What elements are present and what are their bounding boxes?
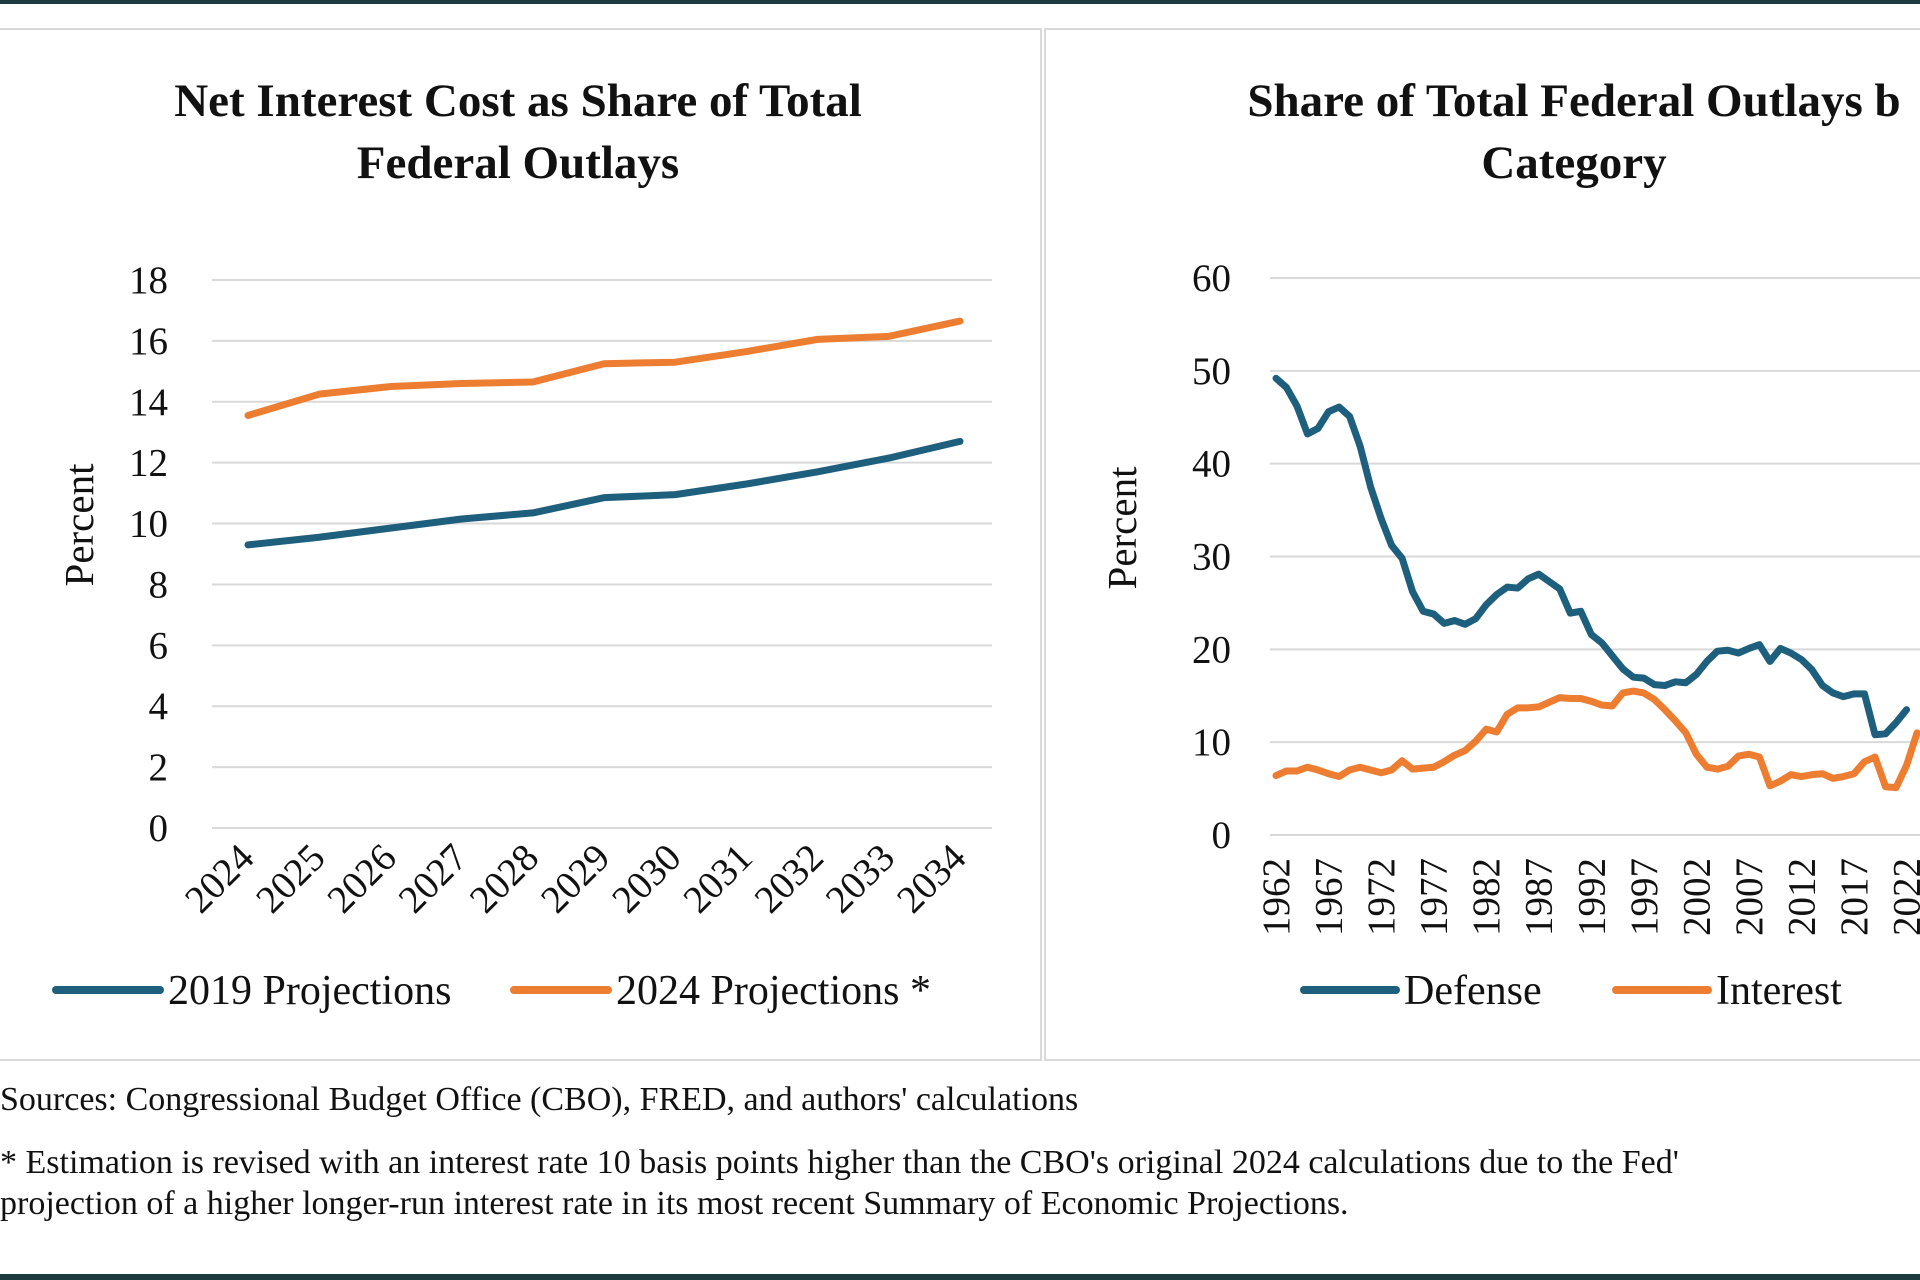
right-x-tick: 2012 [1780, 858, 1823, 936]
right-chart-title-line2: Category [1481, 137, 1667, 189]
footnote-line-2: projection of a higher longer-run intere… [0, 1184, 1349, 1222]
series-line-defense [1272, 374, 1911, 739]
left-y-tick: 8 [149, 563, 169, 606]
left-x-tick: 2033 [818, 836, 904, 922]
left-y-tick: 0 [149, 807, 169, 850]
left-x-tick: 2029 [533, 836, 619, 922]
left-x-tick: 2030 [604, 836, 690, 922]
right-x-tick: 2017 [1833, 858, 1876, 936]
right-x-tick: 2007 [1728, 858, 1771, 936]
left-y-tick: 16 [129, 320, 168, 363]
right-y-tick: 40 [1192, 443, 1231, 486]
series-line-2019-projections [244, 437, 964, 549]
left-y-tick: 18 [129, 259, 168, 302]
outlays-by-category-chart: Share of Total Federal Outlays b Categor… [1099, 75, 1920, 1014]
left-x-tick: 2027 [390, 836, 476, 922]
right-chart-title-line1: Share of Total Federal Outlays b [1247, 75, 1900, 127]
legend-label-2024: 2024 Projections * [616, 968, 931, 1014]
right-y-axis-label: Percent [1099, 466, 1145, 590]
right-x-tick: 1987 [1518, 858, 1561, 936]
right-y-tick: 50 [1192, 350, 1231, 393]
right-chart-panel: Share of Total Federal Outlays b Categor… [1044, 28, 1920, 1061]
footnote-line-1: * Estimation is revised with an interest… [0, 1143, 1679, 1181]
left-chart-panel: Net Interest Cost as Share of Total Fede… [0, 28, 1042, 1061]
left-x-tick: 2034 [889, 836, 975, 922]
bottom-frame-line [0, 1274, 1920, 1280]
right-x-tick: 1982 [1465, 858, 1508, 936]
series-line-interest [1272, 687, 1920, 792]
left-chart-title-line2: Federal Outlays [357, 137, 679, 189]
top-frame-line [0, 0, 1920, 4]
legend-label-2019: 2019 Projections [168, 968, 451, 1014]
right-x-tick: 1997 [1623, 858, 1666, 936]
net-interest-chart: Net Interest Cost as Share of Total Fede… [52, 75, 992, 1014]
left-x-tick: 2032 [746, 836, 832, 922]
right-y-tick: 60 [1192, 257, 1231, 300]
left-y-tick: 12 [129, 442, 168, 485]
left-y-axis-label: Percent [56, 463, 102, 587]
right-y-tick: 30 [1192, 536, 1231, 579]
left-x-tick: 2026 [319, 836, 405, 922]
right-y-tick: 0 [1212, 814, 1232, 857]
left-y-tick: 2 [149, 746, 169, 789]
right-x-tick: 1962 [1255, 858, 1298, 936]
left-y-tick: 4 [149, 685, 169, 728]
chart-notes: Sources: Congressional Budget Office (CB… [0, 1080, 1920, 1224]
legend-label-interest: Interest [1716, 968, 1842, 1014]
left-x-tick: 2024 [177, 836, 263, 922]
left-x-tick: 2031 [675, 836, 761, 922]
series-line-2024-projections [244, 317, 964, 419]
right-x-tick: 1992 [1570, 858, 1613, 936]
left-x-tick: 2025 [248, 836, 334, 922]
right-legend: Defense Interest [1300, 968, 1842, 1014]
right-y-tick: 20 [1192, 628, 1231, 671]
legend-label-defense: Defense [1404, 968, 1542, 1014]
left-chart-title-line1: Net Interest Cost as Share of Total [174, 75, 862, 127]
right-x-tick: 1977 [1413, 858, 1456, 936]
right-x-tick: 1972 [1360, 858, 1403, 936]
left-legend: 2019 Projections 2024 Projections * [52, 968, 931, 1014]
left-y-tick: 14 [129, 381, 168, 424]
left-y-tick: 6 [149, 624, 169, 667]
sources-note: Sources: Congressional Budget Office (CB… [0, 1081, 1079, 1118]
right-x-tick: 2002 [1675, 858, 1718, 936]
right-y-tick: 10 [1192, 721, 1231, 764]
left-y-tick: 10 [129, 503, 168, 546]
right-x-tick: 2022 [1886, 858, 1920, 936]
left-x-tick: 2028 [462, 836, 548, 922]
right-x-tick: 1967 [1308, 858, 1351, 936]
